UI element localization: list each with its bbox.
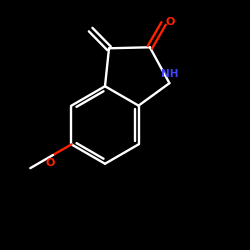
Text: O: O [46,158,55,168]
Text: O: O [165,17,174,27]
Text: NH: NH [161,70,178,80]
